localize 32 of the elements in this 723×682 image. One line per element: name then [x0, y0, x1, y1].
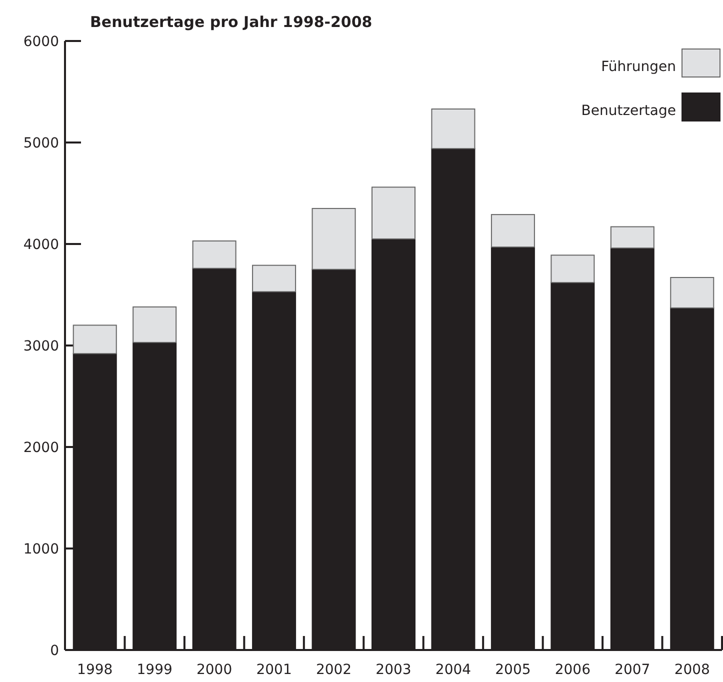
x-tick-label: 2007 — [614, 662, 650, 678]
bar — [372, 186, 416, 240]
x-tick-label: 2000 — [196, 662, 232, 678]
bar — [610, 226, 654, 249]
bar — [431, 108, 476, 150]
x-tick-label: 2003 — [376, 662, 412, 678]
y-tick-label: 1000 — [23, 541, 59, 558]
x-tick-label: 2006 — [554, 662, 591, 678]
bar — [72, 324, 117, 354]
chart-title: Benutzertage pro Jahr 1998-2008 — [90, 13, 372, 31]
x-tick-label: 2005 — [495, 662, 531, 678]
y-tick-label: 3000 — [23, 338, 59, 354]
bar — [192, 240, 236, 269]
x-tick-label: 1998 — [77, 662, 113, 678]
y-tick-label: 6000 — [23, 34, 59, 50]
bar — [312, 208, 356, 270]
legend-label: Benutzertage — [581, 103, 676, 119]
bar — [132, 306, 177, 343]
legend-label: Führungen — [601, 59, 676, 75]
x-tick-label: 2001 — [256, 662, 292, 678]
y-tick-label: 4000 — [23, 236, 59, 253]
x-tick-label: 1999 — [136, 662, 172, 678]
bar — [670, 276, 714, 308]
y-tick-label: 5000 — [23, 135, 59, 152]
y-tick-label: 2000 — [23, 440, 59, 456]
x-tick-label: 2002 — [316, 662, 352, 678]
y-tick-label: 0 — [50, 642, 59, 659]
bar — [490, 214, 535, 248]
x-tick-label: 2008 — [674, 662, 710, 678]
bar — [550, 254, 595, 284]
x-tick-label: 2004 — [435, 662, 472, 678]
bar — [252, 264, 296, 292]
